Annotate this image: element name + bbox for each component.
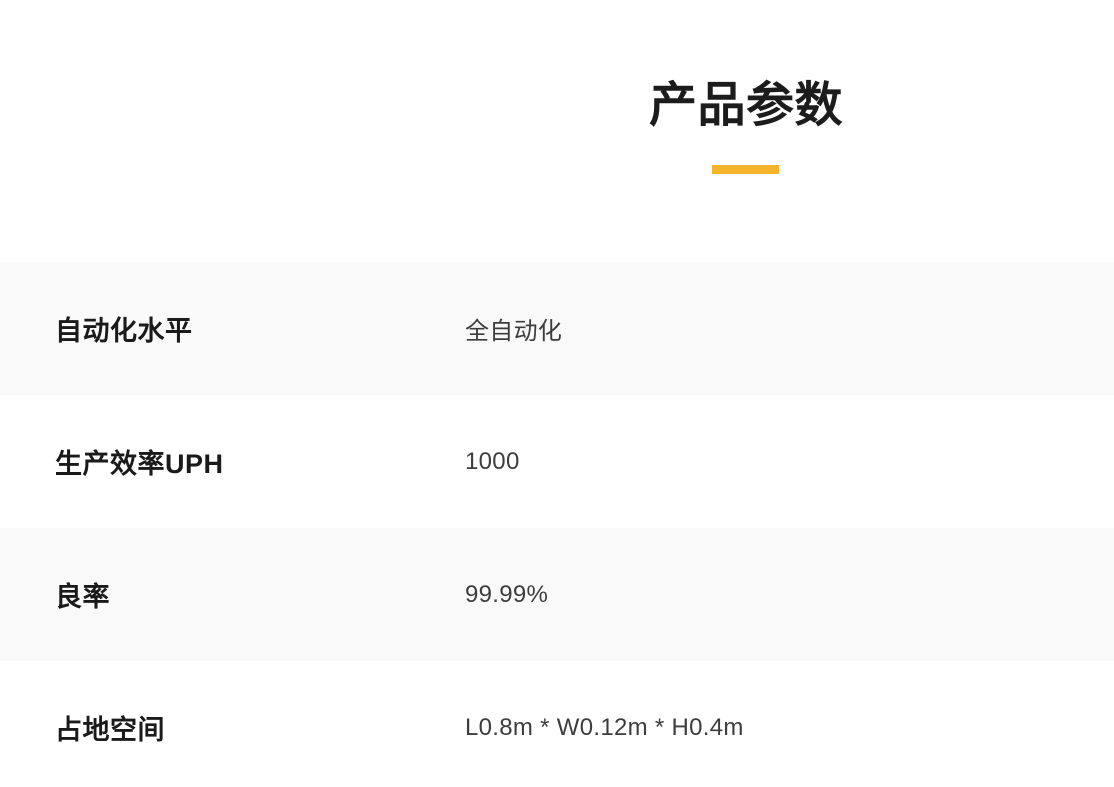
param-value-uph: 1000 [465,447,520,475]
param-value-automation-level: 全自动化 [465,318,563,345]
table-row: 占地空间 L0.8m * W0.12m * H0.4m [0,661,1114,787]
param-value-footprint: L0.8m * W0.12m * H0.4m [465,713,744,741]
param-value-yield: 99.99% [465,580,549,608]
table-row: 生产效率UPH 1000 [0,395,1114,528]
section-header: 产品参数 [0,0,1114,262]
param-label-automation-level: 自动化水平 [55,316,193,346]
param-label-yield: 良率 [55,582,110,612]
param-label-footprint: 占地空间 [55,715,165,745]
parameters-table: 自动化水平 全自动化 生产效率UPH 1000 良率 99.99% 占地空间 L… [0,262,1114,787]
title-underline [712,165,779,174]
param-label-uph: 生产效率UPH [55,449,224,479]
table-row: 良率 99.99% [0,528,1114,661]
page-title: 产品参数 [648,79,844,132]
table-row: 自动化水平 全自动化 [0,262,1114,395]
